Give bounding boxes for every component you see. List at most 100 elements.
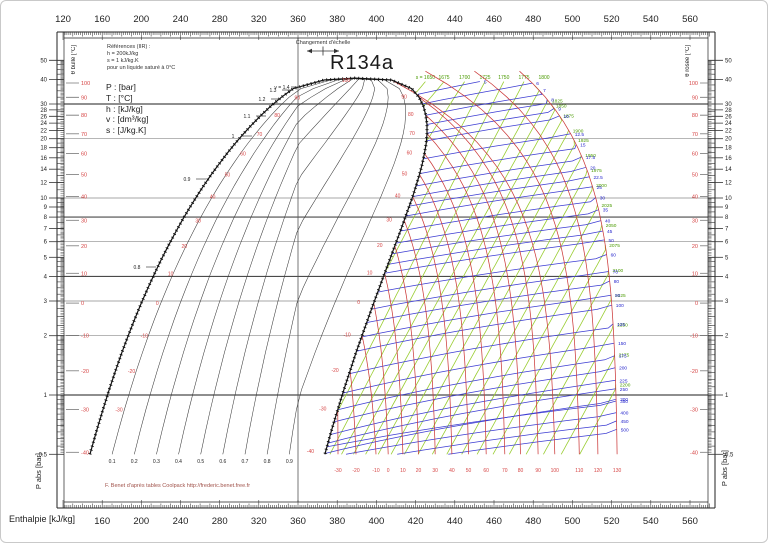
svg-text:6: 6 bbox=[44, 240, 48, 246]
scale-change-note: Changement d'échelle bbox=[295, 40, 351, 46]
chart-title: R134a bbox=[330, 52, 394, 74]
svg-text:250: 250 bbox=[620, 387, 628, 393]
svg-text:10: 10 bbox=[725, 196, 732, 202]
svg-text:90: 90 bbox=[401, 94, 407, 100]
svg-text:160: 160 bbox=[94, 14, 110, 25]
svg-text:1825: 1825 bbox=[552, 98, 563, 104]
svg-text:160: 160 bbox=[94, 516, 110, 527]
dew-temp-axis-caption: θ rosée [°C] bbox=[685, 45, 691, 77]
svg-text:1750: 1750 bbox=[498, 75, 509, 81]
svg-text:-30: -30 bbox=[115, 408, 122, 414]
svg-text:22.5: 22.5 bbox=[594, 175, 604, 181]
svg-text:2025: 2025 bbox=[602, 203, 613, 209]
svg-text:2075: 2075 bbox=[609, 243, 620, 249]
svg-text:120: 120 bbox=[594, 468, 603, 474]
svg-text:1850: 1850 bbox=[556, 103, 567, 109]
svg-text:420: 420 bbox=[408, 14, 424, 25]
svg-text:0.5: 0.5 bbox=[725, 452, 734, 458]
svg-text:280: 280 bbox=[212, 516, 228, 527]
svg-text:7: 7 bbox=[44, 227, 48, 233]
svg-text:80: 80 bbox=[408, 112, 414, 118]
svg-text:45: 45 bbox=[607, 229, 613, 235]
svg-text:0: 0 bbox=[387, 468, 390, 474]
svg-text:70: 70 bbox=[257, 132, 263, 138]
enthalpy-axis-caption: Enthalpie [kJ/kg] bbox=[9, 514, 76, 524]
svg-text:90: 90 bbox=[692, 95, 698, 101]
svg-text:100: 100 bbox=[81, 81, 90, 87]
svg-text:12: 12 bbox=[725, 180, 732, 186]
svg-text:20: 20 bbox=[377, 243, 383, 249]
svg-text:70: 70 bbox=[81, 132, 87, 138]
svg-text:240: 240 bbox=[173, 516, 189, 527]
svg-text:280: 280 bbox=[212, 14, 228, 25]
svg-text:4: 4 bbox=[44, 274, 48, 280]
svg-text:2000: 2000 bbox=[596, 183, 607, 189]
svg-text:50: 50 bbox=[40, 58, 47, 64]
svg-text:350: 350 bbox=[620, 399, 628, 405]
svg-text:22: 22 bbox=[725, 129, 732, 135]
svg-text:125: 125 bbox=[617, 322, 625, 328]
svg-text:0.8: 0.8 bbox=[264, 459, 271, 465]
svg-text:30: 30 bbox=[600, 196, 606, 202]
svg-text:2: 2 bbox=[44, 334, 48, 340]
svg-text:18: 18 bbox=[40, 146, 47, 152]
svg-text:4: 4 bbox=[725, 274, 729, 280]
svg-text:0.5: 0.5 bbox=[39, 452, 48, 458]
svg-text:450: 450 bbox=[621, 419, 629, 425]
svg-text:40: 40 bbox=[81, 195, 87, 201]
svg-text:0.1: 0.1 bbox=[109, 459, 116, 465]
svg-text:-40: -40 bbox=[81, 450, 89, 456]
svg-text:20: 20 bbox=[81, 244, 87, 250]
svg-text:1925: 1925 bbox=[578, 138, 589, 144]
svg-text:30: 30 bbox=[725, 102, 732, 108]
svg-text:60: 60 bbox=[692, 152, 698, 158]
svg-text:380: 380 bbox=[329, 516, 345, 527]
svg-text:-10: -10 bbox=[141, 333, 148, 339]
svg-text:30: 30 bbox=[195, 218, 201, 224]
svg-text:14: 14 bbox=[725, 167, 732, 173]
svg-text:540: 540 bbox=[643, 14, 659, 25]
svg-text:50: 50 bbox=[466, 468, 472, 474]
svg-text:420: 420 bbox=[408, 516, 424, 527]
svg-text:0.7: 0.7 bbox=[242, 459, 249, 465]
svg-text:30: 30 bbox=[692, 218, 698, 224]
svg-text:16: 16 bbox=[40, 156, 47, 162]
svg-text:12: 12 bbox=[40, 180, 47, 186]
svg-text:360: 360 bbox=[290, 14, 306, 25]
svg-text:30: 30 bbox=[81, 218, 87, 224]
svg-text:90: 90 bbox=[535, 468, 541, 474]
svg-text:-10: -10 bbox=[690, 333, 698, 339]
svg-text:40: 40 bbox=[395, 194, 401, 200]
svg-text:1875: 1875 bbox=[563, 113, 574, 119]
svg-text:-40: -40 bbox=[307, 449, 314, 455]
svg-text:1725: 1725 bbox=[479, 75, 490, 81]
svg-text:400: 400 bbox=[368, 14, 384, 25]
svg-text:200: 200 bbox=[133, 14, 149, 25]
svg-text:120: 120 bbox=[55, 14, 71, 25]
svg-text:90: 90 bbox=[615, 293, 621, 299]
svg-text:70: 70 bbox=[692, 132, 698, 138]
svg-text:6: 6 bbox=[536, 81, 539, 87]
svg-text:-20: -20 bbox=[81, 369, 89, 375]
svg-text:225: 225 bbox=[620, 378, 628, 384]
svg-text:0.2: 0.2 bbox=[131, 459, 138, 465]
svg-text:0.3: 0.3 bbox=[153, 459, 160, 465]
svg-text:5: 5 bbox=[484, 80, 487, 86]
pressure-axis-caption-left: P abs [bar] bbox=[34, 453, 43, 490]
svg-text:50: 50 bbox=[692, 172, 698, 178]
svg-text:24: 24 bbox=[40, 121, 47, 127]
svg-text:1675: 1675 bbox=[438, 75, 449, 81]
svg-text:9: 9 bbox=[44, 205, 48, 211]
svg-text:1.2: 1.2 bbox=[259, 97, 266, 103]
svg-text:480: 480 bbox=[525, 14, 541, 25]
svg-text:10: 10 bbox=[168, 271, 174, 277]
svg-text:10: 10 bbox=[400, 468, 406, 474]
svg-text:130: 130 bbox=[613, 468, 622, 474]
svg-text:10: 10 bbox=[40, 196, 47, 202]
svg-text:1.1: 1.1 bbox=[244, 114, 251, 120]
svg-text:-20: -20 bbox=[331, 368, 338, 374]
svg-text:70: 70 bbox=[502, 468, 508, 474]
svg-text:80: 80 bbox=[518, 468, 524, 474]
svg-text:35: 35 bbox=[603, 208, 609, 214]
